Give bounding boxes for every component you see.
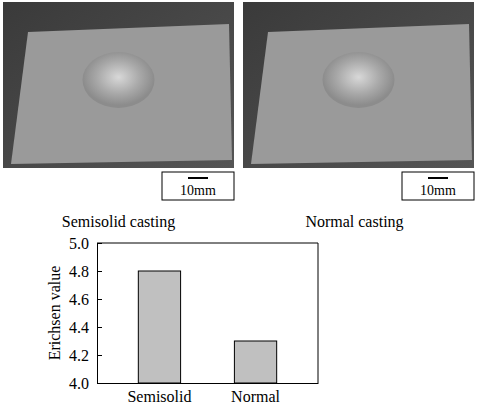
y-tick-label: 4.2 [69,347,89,364]
photo-caption: Semisolid casting [62,213,175,231]
y-tick-label: 4.0 [69,375,89,392]
frame-top [97,243,318,244]
frame-right [318,243,319,383]
x-axis: Semisolid Normal [98,383,319,405]
x-tick: Semisolid [127,383,191,405]
bars [138,271,276,383]
y-tick-mark [97,271,102,272]
y-tick: 4.6 [69,291,102,308]
y-tick-mark [97,355,102,356]
y-tick-mark [97,243,102,244]
y-tick-mark [97,327,102,328]
y-tick-label: 5.0 [69,235,89,252]
y-tick: 4.0 [69,375,102,392]
scale-bar: 10mm [402,172,474,200]
x-tick-label: Normal [231,388,280,405]
y-tick-mark [97,299,102,300]
bar [138,271,180,383]
figure: 10mm Semisolid casting 10mm Normal casting 4… [0,0,484,414]
scale-bar-line [188,177,208,179]
sheet [11,24,232,164]
y-axis: 4.0 4.2 4.4 4.6 4.8 5.0 [69,235,102,392]
scale-bar-box [402,172,474,200]
y-tick: 4.8 [69,263,102,280]
y-tick-label: 4.8 [69,263,89,280]
dome [323,52,395,108]
photo-background [3,2,234,168]
x-tick: Normal [231,383,280,405]
y-tick: 4.2 [69,347,102,364]
photo-caption: Normal casting [305,213,403,231]
dome [83,52,155,108]
scale-bar-line [428,177,448,179]
photo-background [243,2,474,168]
scale-bar: 10mm [162,172,234,200]
bar [234,341,276,383]
photo-panel [243,2,474,168]
y-axis-title: Erichsen value [46,266,63,361]
scale-bar-box [162,172,234,200]
y-axis-line [97,244,98,384]
scale-bar-label: 10mm [180,183,216,198]
photo-panel [3,2,234,168]
x-tick-label: Semisolid [127,388,191,405]
x-axis-line [98,383,319,384]
y-tick: 4.4 [69,319,102,336]
y-tick: 5.0 [69,235,102,252]
y-tick-label: 4.4 [69,319,89,336]
chart: 4.0 4.2 4.4 4.6 4.8 5.0 Semisolid Normal Erichse… [46,235,319,406]
scale-bar-label: 10mm [420,183,456,198]
sheet [251,24,472,164]
y-tick-label: 4.6 [69,291,89,308]
